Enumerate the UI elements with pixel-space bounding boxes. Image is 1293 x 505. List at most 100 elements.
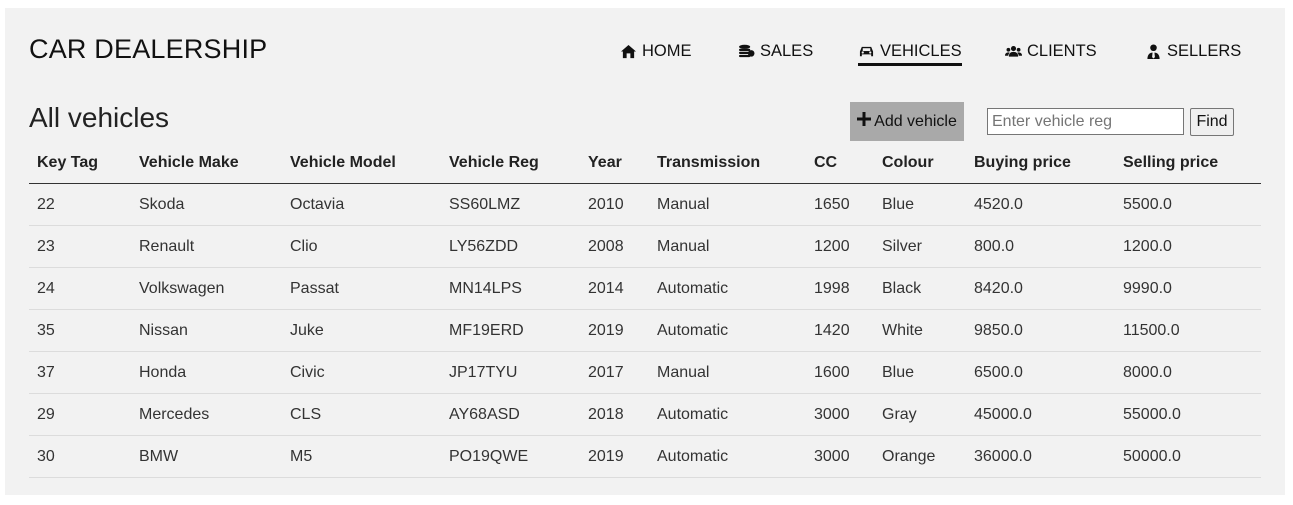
add-vehicle-button[interactable]: Add vehicle [850,102,964,141]
table-row: 23 Renault Clio LY56ZDD 2008 Manual 1200 Silver… [29,225,1261,268]
cell-transmission: Manual [649,351,806,394]
main-panel: CAR DEALERSHIP HOME SALES VEHICLES CLIEN… [5,8,1285,495]
cell-colour: Blue [874,183,966,226]
cell-year: 2019 [580,309,649,352]
cell-buying-price: 4520.0 [966,183,1115,226]
column-header-year: Year [580,142,649,184]
vehicles-table: Key Tag Vehicle Make Vehicle Model Vehic… [29,142,1261,478]
column-header-transmission: Transmission [649,142,806,184]
cell-vehicle-model: CLS [282,393,441,436]
cell-cc: 1600 [806,351,874,394]
nav-vehicles-label: VEHICLES [880,42,962,60]
user-tie-icon [1145,44,1162,59]
column-header-colour: Colour [874,142,966,184]
column-header-selling-price: Selling price [1115,142,1261,184]
cell-vehicle-reg: PO19QWE [441,435,580,478]
cell-vehicle-model: M5 [282,435,441,478]
cell-year: 2017 [580,351,649,394]
cell-vehicle-model: Juke [282,309,441,352]
column-header-vehicle-reg: Vehicle Reg [441,142,580,184]
cell-vehicle-make: BMW [131,435,282,478]
cell-vehicle-make: Renault [131,225,282,268]
cell-year: 2008 [580,225,649,268]
cell-vehicle-reg: SS60LMZ [441,183,580,226]
cell-selling-price: 50000.0 [1115,435,1261,478]
cell-buying-price: 6500.0 [966,351,1115,394]
nav-sellers-label: SELLERS [1167,42,1242,60]
cell-vehicle-model: Passat [282,267,441,310]
cell-buying-price: 45000.0 [966,393,1115,436]
column-header-cc: CC [806,142,874,184]
cell-transmission: Automatic [649,309,806,352]
cell-cc: 1420 [806,309,874,352]
nav-clients[interactable]: CLIENTS [1005,42,1097,66]
cell-vehicle-make: Volkswagen [131,267,282,310]
table-row: 24 Volkswagen Passat MN14LPS 2014 Automatic 19… [29,267,1261,310]
nav-sales[interactable]: SALES [738,42,813,66]
cell-selling-price: 1200.0 [1115,225,1261,268]
cell-colour: Orange [874,435,966,478]
cell-buying-price: 8420.0 [966,267,1115,310]
nav-home[interactable]: HOME [620,42,692,66]
cell-transmission: Automatic [649,393,806,436]
cell-vehicle-make: Mercedes [131,393,282,436]
cell-transmission: Automatic [649,435,806,478]
table-row: 22 Skoda Octavia SS60LMZ 2010 Manual 1650 Blue 4… [29,183,1261,226]
table-row: 35 Nissan Juke MF19ERD 2019 Automatic 1420 Whit… [29,309,1261,352]
cell-key-tag: 22 [29,183,131,226]
cell-selling-price: 8000.0 [1115,351,1261,394]
cell-vehicle-make: Nissan [131,309,282,352]
cell-vehicle-reg: MF19ERD [441,309,580,352]
cell-year: 2014 [580,267,649,310]
car-icon [858,44,875,59]
column-header-vehicle-make: Vehicle Make [131,142,282,184]
column-header-buying-price: Buying price [966,142,1115,184]
cell-transmission: Automatic [649,267,806,310]
cell-colour: White [874,309,966,352]
table-row: 30 BMW M5 PO19QWE 2019 Automatic 3000 Orange 360… [29,435,1261,478]
table-header-row: Key Tag Vehicle Make Vehicle Model Vehic… [29,142,1261,184]
cell-transmission: Manual [649,225,806,268]
cell-colour: Black [874,267,966,310]
cell-vehicle-make: Honda [131,351,282,394]
cell-selling-price: 5500.0 [1115,183,1261,226]
cell-vehicle-reg: LY56ZDD [441,225,580,268]
home-icon [620,44,637,59]
cell-key-tag: 37 [29,351,131,394]
users-icon [1005,44,1022,59]
cell-colour: Gray [874,393,966,436]
cell-buying-price: 36000.0 [966,435,1115,478]
nav-sellers[interactable]: SELLERS [1145,42,1241,66]
nav-sales-label: SALES [760,42,814,60]
cell-vehicle-model: Civic [282,351,441,394]
nav-home-label: HOME [642,42,692,60]
cell-colour: Blue [874,351,966,394]
cell-colour: Silver [874,225,966,268]
table-row: 29 Mercedes CLS AY68ASD 2018 Automatic 3000 Gra… [29,393,1261,436]
cell-buying-price: 800.0 [966,225,1115,268]
vehicle-reg-search-input[interactable] [987,108,1184,135]
column-header-key-tag: Key Tag [29,142,131,184]
cell-cc: 1650 [806,183,874,226]
nav-clients-label: CLIENTS [1027,42,1097,60]
cell-key-tag: 23 [29,225,131,268]
cell-cc: 1200 [806,225,874,268]
cell-transmission: Manual [649,183,806,226]
cell-selling-price: 9990.0 [1115,267,1261,310]
cell-selling-price: 55000.0 [1115,393,1261,436]
cell-year: 2018 [580,393,649,436]
cell-year: 2010 [580,183,649,226]
cell-cc: 3000 [806,393,874,436]
cell-cc: 3000 [806,435,874,478]
find-button[interactable]: Find [1190,108,1234,136]
table-row: 37 Honda Civic JP17TYU 2017 Manual 1600 Blue 650… [29,351,1261,394]
table-body: 22 Skoda Octavia SS60LMZ 2010 Manual 1650 Blue 4… [29,183,1261,478]
cell-vehicle-model: Clio [282,225,441,268]
coins-icon [738,44,755,59]
page-title: All vehicles [29,102,170,133]
brand-title: CAR DEALERSHIP [29,34,268,64]
add-vehicle-label: Add vehicle [874,112,957,130]
cell-key-tag: 29 [29,393,131,436]
nav-vehicles[interactable]: VEHICLES [858,42,962,66]
cell-buying-price: 9850.0 [966,309,1115,352]
